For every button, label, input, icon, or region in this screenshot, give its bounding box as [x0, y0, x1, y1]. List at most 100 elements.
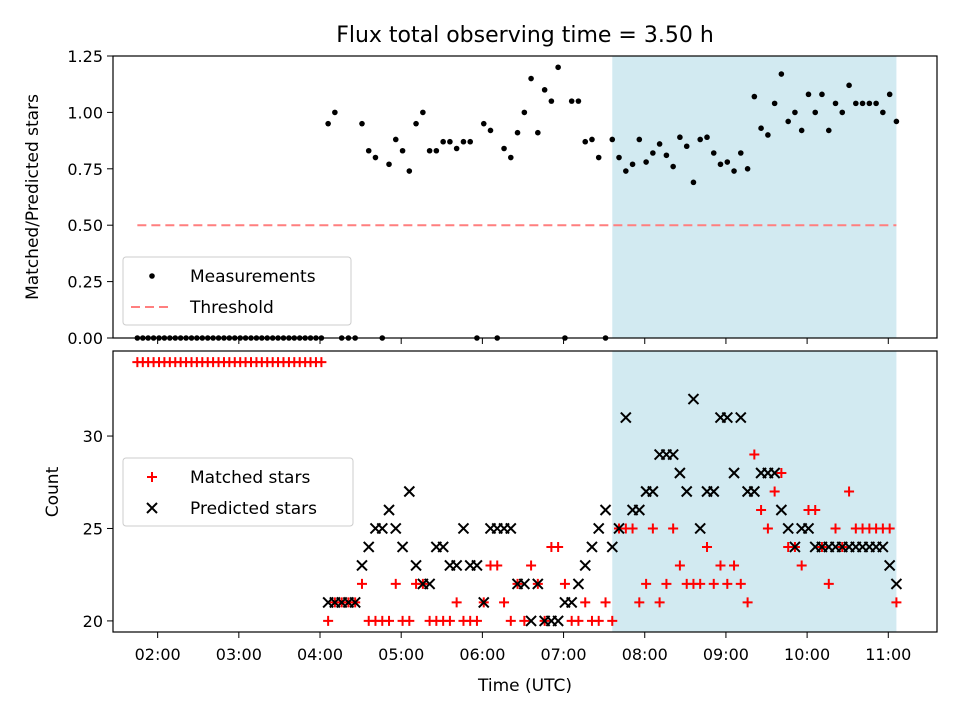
top-measurement-point: [568, 98, 575, 104]
bottom-matched-point: [695, 578, 706, 589]
bottom-matched-point: [735, 578, 746, 589]
x-axis-label: Time (UTC): [477, 676, 572, 696]
top-measurement-point: [636, 136, 643, 143]
bottom-matched-point: [499, 597, 510, 608]
bottom-matched-point: [634, 597, 645, 608]
bottom-predicted-point: [789, 541, 801, 553]
bottom-predicted-point: [782, 522, 794, 535]
top-measurement-point: [406, 168, 413, 174]
bottom-matched-point: [884, 523, 895, 534]
bottom-predicted-point: [694, 522, 706, 535]
bottom-predicted-point: [471, 559, 483, 572]
top-measurement-point: [325, 120, 331, 127]
top-y-axis-label: Matched/Predicted stars: [23, 94, 43, 300]
bottom-predicted-point: [728, 467, 740, 479]
bottom-predicted-point: [532, 578, 544, 590]
top-measurement-point: [873, 100, 879, 107]
bottom-matched-point: [742, 597, 753, 608]
bottom-matched-point: [492, 560, 503, 571]
bottom-predicted-point: [450, 559, 463, 572]
top-measurement-point: [670, 163, 676, 170]
top-measurement-point: [731, 168, 737, 174]
bottom-predicted-point: [735, 411, 747, 424]
bottom-legend-label: Matched stars: [190, 468, 310, 488]
bottom-predicted-point: [708, 485, 720, 498]
top-measurement-point: [399, 147, 406, 154]
bottom-matched-point: [762, 523, 773, 534]
bottom-x-tick-label: 11:00: [865, 645, 911, 664]
bottom-predicted-point: [775, 504, 788, 516]
bottom-x-tick-label: 02:00: [135, 645, 181, 664]
chart-title: Flux total observing time = 3.50 h: [336, 23, 714, 48]
bottom-predicted-point: [572, 578, 585, 590]
bottom-x-tick-label: 09:00: [703, 645, 749, 664]
bottom-predicted-point: [633, 504, 646, 516]
top-measurement-point: [487, 127, 494, 134]
top-measurement-point: [541, 87, 548, 93]
bottom-predicted-point: [674, 467, 686, 479]
top-measurement-point: [886, 91, 893, 98]
top-shaded-region: [612, 56, 897, 338]
bottom-x-tick-label: 10:00: [784, 645, 830, 664]
top-measurement-point: [392, 136, 399, 143]
bottom-predicted-point: [599, 504, 612, 516]
bottom-matched-point: [715, 560, 726, 571]
top-legend-dot-marker: [149, 273, 155, 279]
bottom-matched-point: [526, 560, 537, 571]
top-measurement-point: [785, 118, 791, 125]
bottom-x-tick-label: 05:00: [378, 645, 424, 664]
top-measurement-point: [765, 132, 771, 138]
top-measurement-point: [528, 75, 534, 82]
top-measurement-point: [575, 98, 582, 104]
top-measurement-point: [521, 109, 528, 116]
bottom-x-tick-label: 06:00: [459, 645, 505, 664]
top-measurement-point: [656, 141, 663, 147]
top-measurement-point: [859, 100, 866, 107]
bottom-predicted-point: [667, 448, 679, 461]
bottom-matched-point: [627, 523, 638, 534]
bottom-predicted-point: [396, 541, 409, 553]
bottom-matched-point: [451, 597, 462, 608]
top-measurement-point: [440, 138, 446, 145]
bottom-predicted-point: [890, 578, 903, 590]
top-measurement-point: [697, 136, 703, 143]
bottom-x-tick-label: 08:00: [622, 645, 668, 664]
bottom-matched-point: [674, 560, 685, 571]
top-measurement-point: [507, 154, 514, 161]
bottom-matched-point: [891, 597, 902, 608]
bottom-legend-plus-marker: [147, 472, 157, 482]
top-measurement-point: [839, 109, 846, 116]
bottom-matched-point: [573, 615, 584, 626]
top-measurement-point: [812, 109, 819, 116]
bottom-predicted-point: [565, 596, 578, 609]
bottom-matched-point: [722, 578, 733, 589]
bottom-matched-point: [796, 560, 807, 571]
bottom-matched-point: [356, 578, 367, 589]
bottom-predicted-point: [349, 596, 361, 609]
bottom-predicted-point: [437, 541, 449, 553]
top-measurement-point: [690, 179, 697, 186]
bottom-matched-point: [641, 578, 652, 589]
top-measurement-point: [737, 150, 744, 156]
bottom-x-tick-label: 04:00: [297, 645, 343, 664]
top-measurement-point: [420, 109, 426, 116]
top-measurement-point: [433, 147, 440, 154]
bottom-matched-point: [661, 578, 672, 589]
top-measurement-point: [426, 147, 433, 154]
bottom-matched-point: [668, 523, 679, 534]
bottom-predicted-point: [768, 467, 781, 479]
bottom-matched-point: [702, 541, 713, 552]
top-measurement-point: [555, 64, 561, 71]
bottom-matched-point: [471, 615, 482, 626]
bottom-predicted-point: [383, 504, 395, 516]
bottom-predicted-point: [478, 596, 490, 609]
bottom-y-tick-label: 30: [83, 427, 103, 446]
bottom-matched-point: [505, 615, 516, 626]
top-measurement-point: [548, 98, 555, 104]
top-measurement-point: [595, 154, 602, 161]
top-measurement-point: [778, 71, 785, 77]
top-measurement-point: [413, 120, 419, 127]
top-measurement-point: [467, 138, 474, 145]
bottom-predicted-point: [620, 411, 632, 424]
top-axes-frame: [112, 55, 938, 339]
